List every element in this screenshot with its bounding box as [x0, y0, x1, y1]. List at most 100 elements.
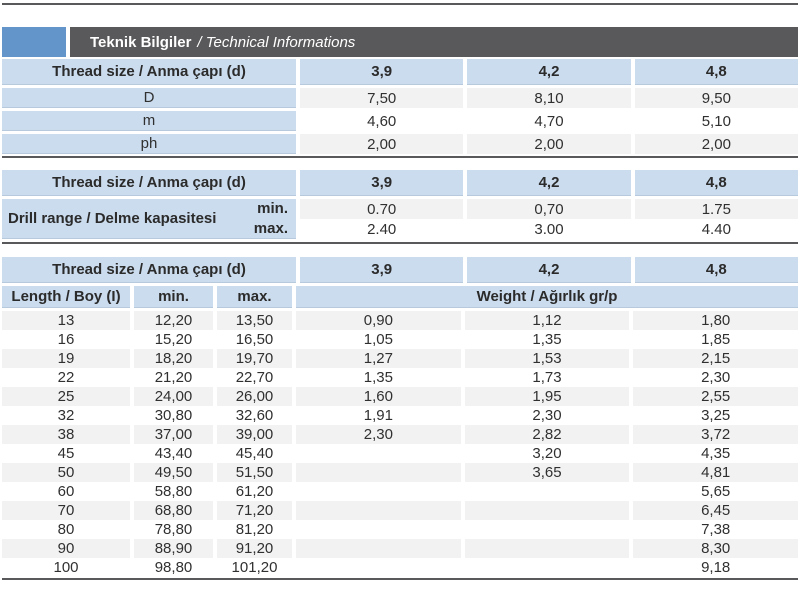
table-cell [296, 482, 461, 501]
table-cell: 13,50 [217, 311, 292, 330]
size-col-header: 3,9 [300, 170, 464, 196]
table-cell: 7,50 [300, 88, 464, 108]
table-cell: 0,90 [296, 311, 461, 330]
page-header: Teknik Bilgiler / Technical Informations [2, 27, 798, 57]
table-cell: 88,90 [134, 539, 213, 558]
table-cell [464, 501, 630, 520]
table-cell: 50 [2, 463, 130, 482]
table-cell: 7,38 [701, 521, 731, 538]
size-col-header: 4,2 [467, 170, 631, 196]
table-cell [465, 558, 630, 577]
table-cell: 1,91 [363, 407, 393, 424]
table-cell [296, 558, 461, 577]
size-col-header: 4,2 [467, 257, 631, 283]
table-cell: 12,20 [134, 311, 213, 330]
table-divider [2, 242, 798, 244]
table-cell: 21,20 [154, 369, 193, 386]
table-cell [296, 444, 461, 463]
accent-box [2, 27, 66, 57]
table-cell: 45 [57, 445, 75, 462]
table-cell: 1.75 [634, 199, 798, 219]
table-cell: 4,35 [701, 445, 731, 462]
table-cell: 1,53 [464, 349, 630, 368]
table-cell: 9,18 [701, 559, 731, 576]
table-cell: 3.00 [534, 220, 564, 238]
drill-range-values: 0.70 0,70 1.75 2.40 3.00 4.40 [300, 199, 798, 239]
table-cell: 1,60 [296, 387, 461, 406]
table-divider [2, 156, 798, 158]
table-cell: 49,50 [134, 463, 213, 482]
thread-size-label: Thread size / Anma çapı (d) [2, 257, 296, 283]
table-cell: 91,20 [217, 539, 292, 558]
table-cell: 1,85 [701, 331, 731, 348]
table-cell: 22 [57, 369, 75, 386]
table-cell: 2,30 [701, 369, 731, 386]
table-cell: 71,20 [217, 501, 292, 520]
table-cell: 19,70 [217, 349, 292, 368]
min-label: min. [257, 199, 288, 217]
table-cell: 13 [2, 311, 130, 330]
table-cell: 3,65 [464, 463, 630, 482]
table-cell: 51,50 [217, 463, 292, 482]
size-col-header: 4,2 [467, 59, 631, 85]
row-label: ph [2, 134, 296, 154]
table-cell: 8,30 [633, 539, 799, 558]
max-label: max. [253, 219, 288, 237]
table-cell: 30,80 [154, 407, 193, 424]
dimension-row-ph: ph 2,00 2,00 2,00 [2, 134, 798, 154]
table-cell: 2,55 [633, 387, 799, 406]
length-weight-table-body: 13 12,20 13,50 0,90 1,12 1,80 16 15,20 16,50 1,05… [2, 311, 799, 577]
table-cell: 68,80 [134, 501, 213, 520]
row-label: D [2, 88, 296, 108]
weight-col-header: Weight / Ağırlık gr/p [296, 286, 798, 308]
row-label: m [2, 111, 296, 131]
table-cell: 2,30 [296, 425, 461, 444]
table-cell [296, 501, 461, 520]
drill-range-table-header: Thread size / Anma çapı (d) 3,9 4,2 4,8 [2, 170, 798, 196]
table-cell: 2,00 [634, 134, 798, 154]
table-cell: 16 [57, 331, 75, 348]
table-cell: 78,80 [154, 521, 193, 538]
table-cell: 22,70 [235, 369, 274, 386]
table-cell: 4.40 [701, 220, 731, 238]
drill-range-body: Drill range / Delme kapasitesi min. max.… [2, 199, 798, 239]
table-cell: 1,35 [363, 369, 393, 386]
dimensions-table-header: Thread size / Anma çapı (d) 3,9 4,2 4,8 [2, 59, 798, 85]
length-row-38: 38 37,00 39,00 2,30 2,82 3,72 [2, 425, 799, 444]
table-cell: 81,20 [235, 521, 274, 538]
drill-range-label-cell: Drill range / Delme kapasitesi min. max. [2, 199, 296, 239]
length-row-60: 60 58,80 61,20 5,65 [2, 482, 798, 501]
table-cell: 8,10 [467, 88, 631, 108]
size-col-header: 4,8 [634, 170, 798, 196]
table-cell: 37,00 [134, 425, 213, 444]
length-col-header: Length / Boy (I) [2, 286, 130, 308]
table-cell: 1,27 [296, 349, 461, 368]
dimension-row-m: m 4,60 4,70 5,10 [2, 111, 798, 131]
table-cell: 98,80 [154, 559, 193, 576]
length-row-32: 32 30,80 32,60 1,91 2,30 3,25 [2, 406, 798, 425]
table-cell: 5,65 [701, 483, 731, 500]
table-cell: 3,72 [633, 425, 799, 444]
length-row-25: 25 24,00 26,00 1,60 1,95 2,55 [2, 387, 799, 406]
table-cell: 2,15 [633, 349, 799, 368]
table-cell [296, 520, 461, 539]
drill-min-row: 0.70 0,70 1.75 [300, 199, 798, 219]
table-cell [465, 520, 630, 539]
length-row-16: 16 15,20 16,50 1,05 1,35 1,85 [2, 330, 798, 349]
length-row-90: 90 88,90 91,20 8,30 [2, 539, 799, 558]
table-cell: 101,20 [231, 559, 278, 576]
table-cell [464, 539, 630, 558]
table-cell: 90 [2, 539, 130, 558]
length-row-80: 80 78,80 81,20 7,38 [2, 520, 798, 539]
table-cell: 0,70 [467, 199, 631, 219]
length-weight-table-header: Thread size / Anma çapı (d) 3,9 4,2 4,8 [2, 257, 798, 283]
table-cell: 58,80 [154, 483, 193, 500]
size-col-header: 4,8 [634, 257, 798, 283]
table-cell: 4,60 [367, 112, 397, 130]
length-row-100: 100 98,80 101,20 9,18 [2, 558, 798, 577]
table-cell: 70 [2, 501, 130, 520]
table-cell: 26,00 [217, 387, 292, 406]
length-row-70: 70 68,80 71,20 6,45 [2, 501, 799, 520]
size-col-header: 3,9 [300, 59, 464, 85]
length-row-50: 50 49,50 51,50 3,65 4,81 [2, 463, 799, 482]
